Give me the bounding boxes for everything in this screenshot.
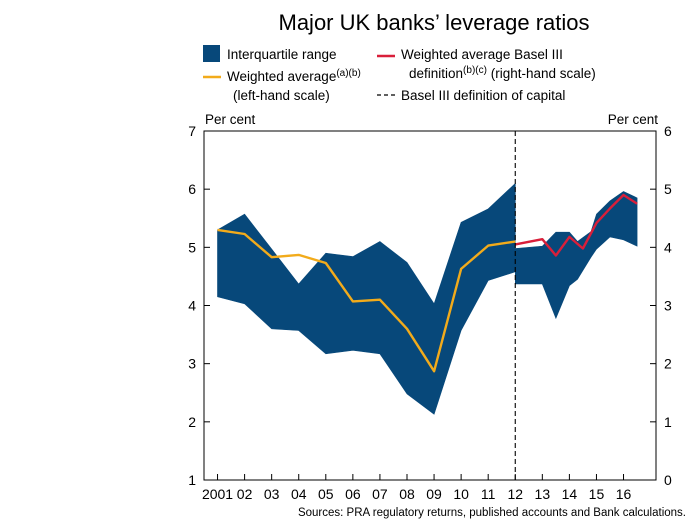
right-axis-tick-label: 1 [664,414,672,430]
chart-legend: Interquartile range Weighted average(a)(… [203,45,596,103]
legend-label-weighted-average: Weighted average(a)(b) [227,68,361,84]
legend-swatch-interquartile [203,45,220,62]
x-axis-tick-label: 13 [535,486,551,502]
x-axis-tick-label: 10 [453,486,469,502]
left-axis-tick-label: 1 [188,472,196,488]
x-axis-tick-label: 02 [237,486,253,502]
line-weighted_avg [217,228,516,373]
legend-label-basel-definition: Basel III definition of capital [401,88,565,103]
x-axis-tick-label: 2001 [202,486,233,502]
left-axis-tick-label: 5 [188,239,196,255]
right-axis-tick-label: 2 [664,356,672,372]
left-axis-tick-label: 3 [188,356,196,372]
legend-label-interquartile: Interquartile range [227,47,337,62]
right-axis-tick-label: 5 [664,181,672,197]
legend-label-basel-average: Weighted average Basel III [401,47,563,62]
left-axis-tick-label: 6 [188,181,196,197]
x-axis-tick-label: 06 [345,486,361,502]
x-axis-tick-label: 07 [372,486,388,502]
chart-title: Major UK banks’ leverage ratios [279,10,590,35]
left-axis-unit-label: Per cent [205,112,256,127]
x-axis-tick-label: 14 [562,486,578,502]
chart-source: Sources: PRA regulatory returns, publish… [298,507,686,519]
x-axis-tick-label: 03 [264,486,280,502]
x-axis-tick-label: 11 [481,486,496,502]
right-axis-tick-label: 0 [664,472,672,488]
right-axis-tick-label: 6 [664,123,672,139]
left-axis-tick-label: 7 [188,123,196,139]
legend-label-basel-average-definition: definition(b)(c) (right-hand scale) [409,65,596,81]
x-axis-tick-label: 12 [507,486,523,502]
x-axis-tick-label: 04 [291,486,307,502]
legend-label-weighted-average-scale: (left-hand scale) [233,88,330,103]
band-iqr_left [217,182,516,415]
right-axis-tick-label: 4 [664,239,672,255]
line-basel_avg [515,193,638,257]
band-iqr_right [514,191,638,320]
right-axis-tick-label: 3 [664,298,672,314]
x-axis-tick-label: 08 [399,486,415,502]
x-axis-tick-label: 15 [589,486,605,502]
x-axis-tick-label: 05 [318,486,334,502]
x-axis-tick-label: 09 [426,486,442,502]
left-axis-tick-label: 2 [188,414,196,430]
x-axis-tick-label: 16 [616,486,632,502]
right-axis-unit-label: Per cent [608,112,659,127]
left-axis-tick-label: 4 [188,298,196,314]
